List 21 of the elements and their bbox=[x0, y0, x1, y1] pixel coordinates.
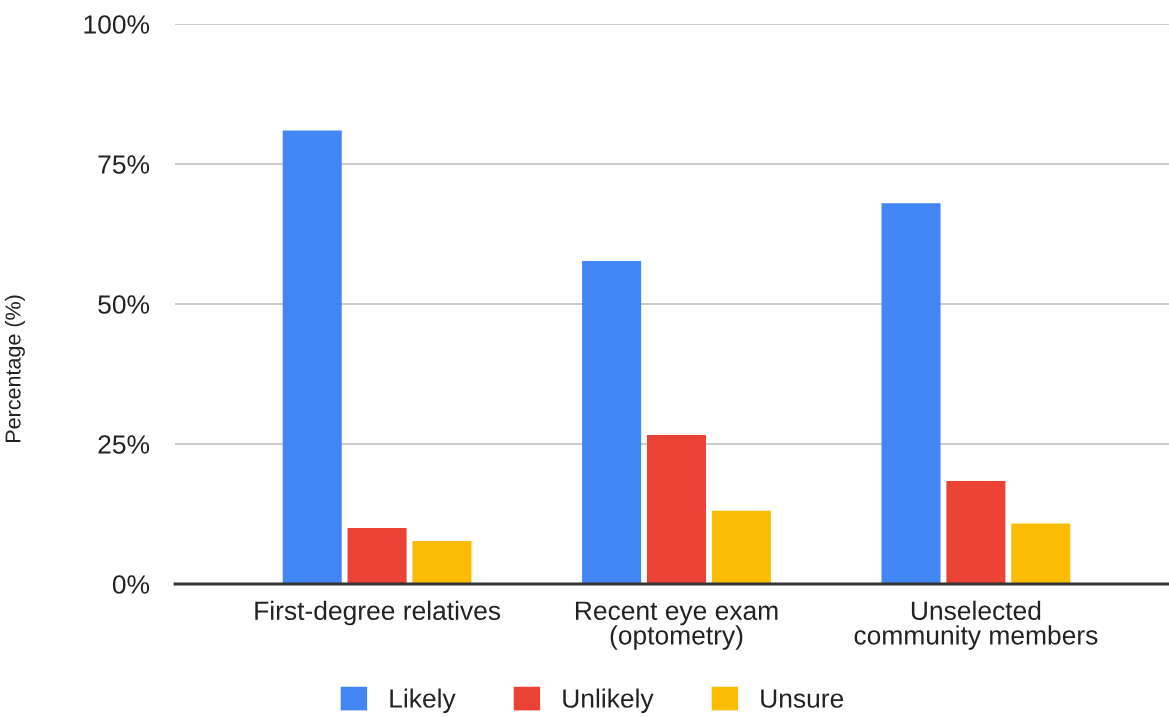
bar bbox=[946, 480, 1006, 584]
y-axis-title: Percentage (%) bbox=[4, 295, 25, 442]
x-tick-label: Unselected community members bbox=[854, 600, 1098, 650]
legend-label: Unsure bbox=[761, 689, 844, 708]
bar bbox=[582, 260, 642, 584]
y-tick-label: 75% bbox=[98, 155, 150, 174]
y-tick-label: 0% bbox=[112, 575, 150, 594]
x-tick-label: Recent eye exam (optometry) bbox=[575, 601, 778, 650]
legend-label: Unlikely bbox=[563, 688, 654, 714]
bar bbox=[412, 540, 472, 584]
bar bbox=[711, 510, 771, 584]
y-tick-label: 100% bbox=[84, 15, 150, 34]
x-tick-label: First-degree relatives bbox=[255, 600, 501, 626]
bar bbox=[881, 203, 941, 584]
bar bbox=[646, 435, 707, 584]
bar bbox=[1011, 523, 1071, 584]
bar bbox=[347, 528, 407, 584]
legend-label: Likely bbox=[390, 688, 456, 714]
y-tick-label: 50% bbox=[98, 295, 150, 314]
y-tick-label: 25% bbox=[98, 435, 150, 454]
bar bbox=[282, 130, 342, 584]
